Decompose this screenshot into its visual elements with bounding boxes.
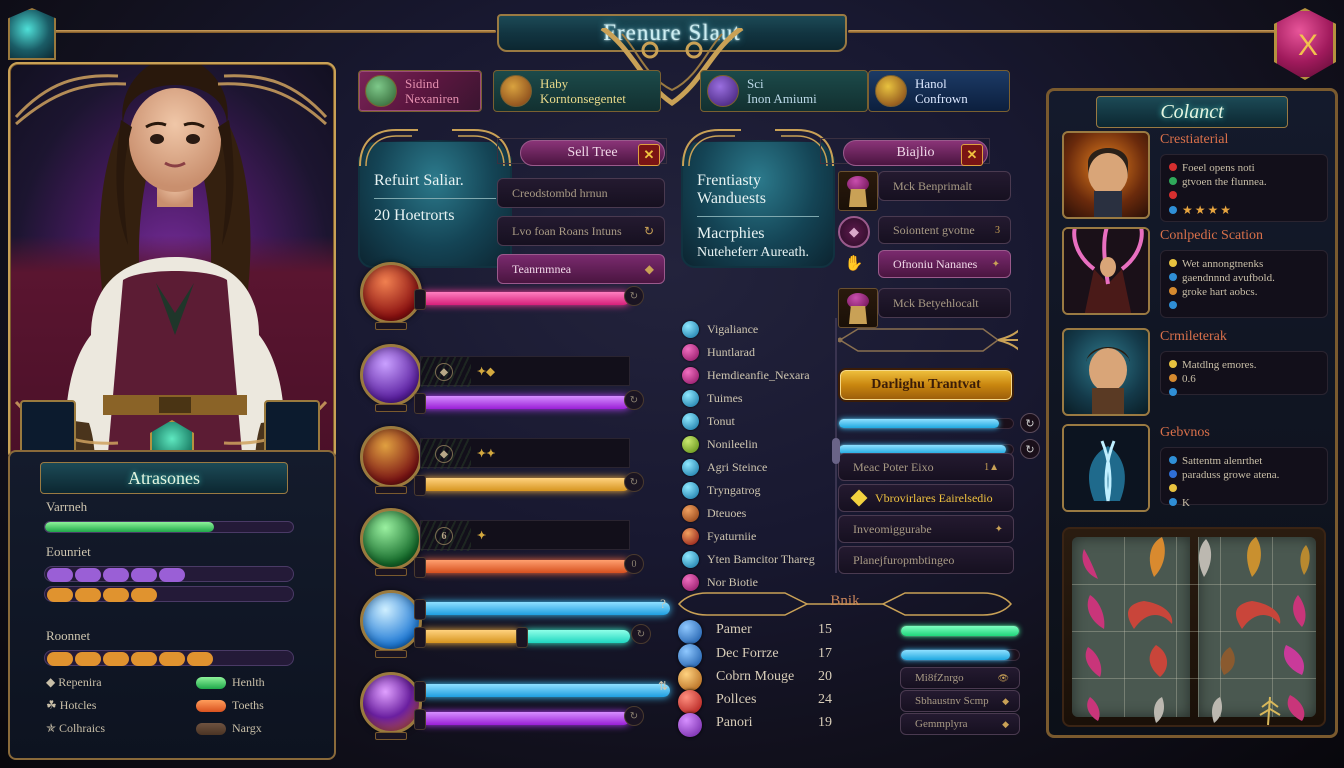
svg-text:X: X — [1298, 29, 1318, 62]
